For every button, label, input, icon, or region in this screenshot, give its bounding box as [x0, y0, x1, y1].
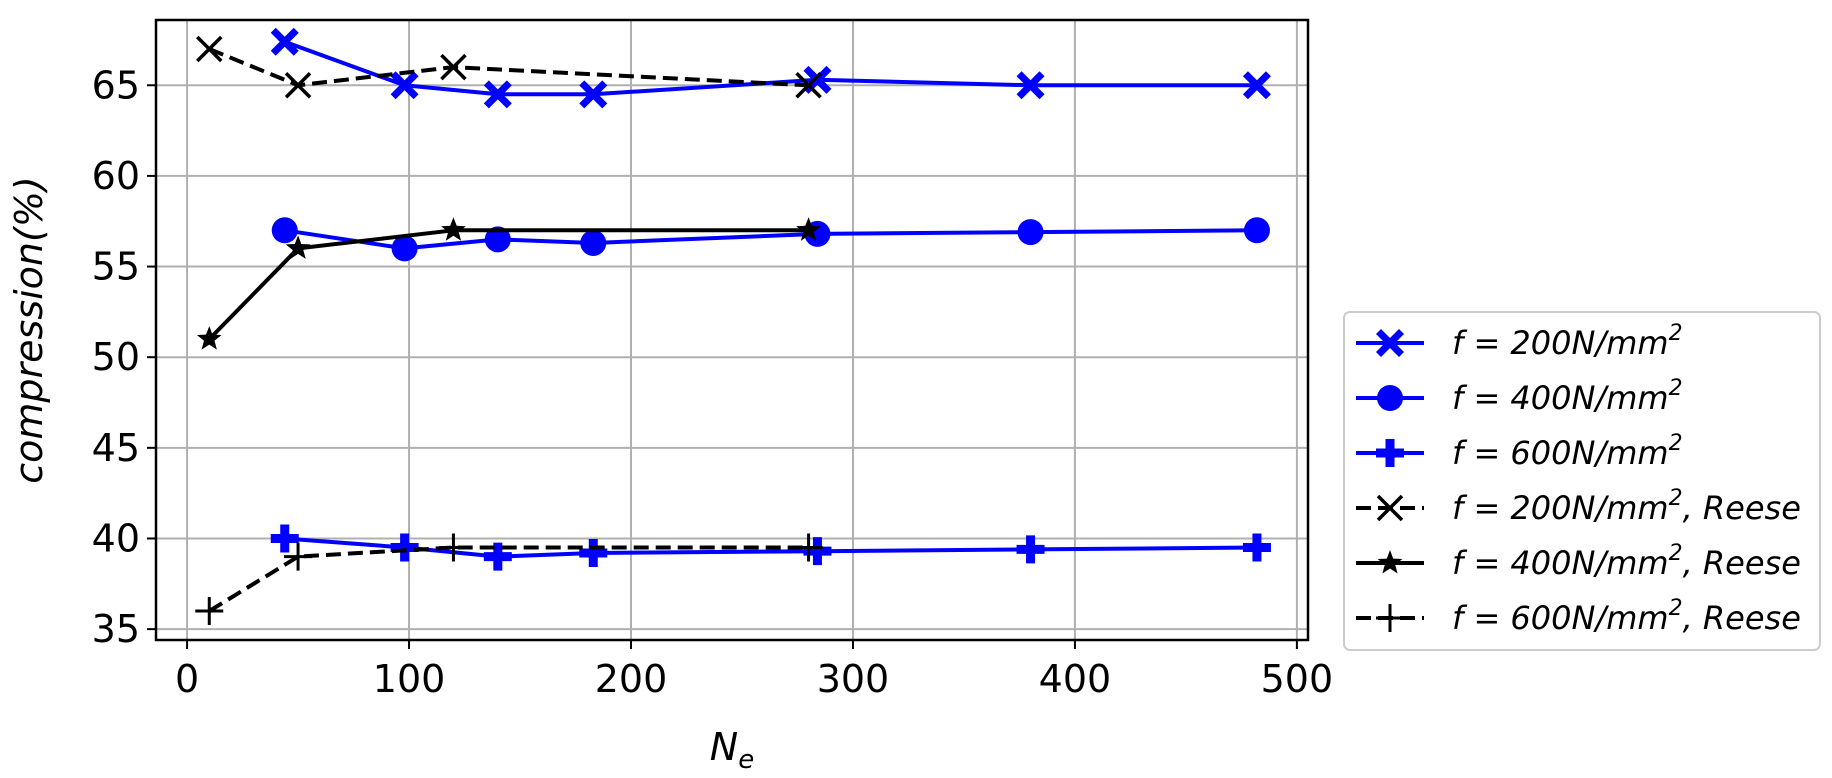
legend-label-prefix: f = 400N/mm: [1452, 379, 1669, 417]
x-axis-label-main: N: [710, 725, 738, 769]
legend-label-prefix: f = 400N/mm: [1452, 544, 1669, 582]
legend-item-1: f = 200N/mm2: [1356, 321, 1683, 362]
data-point-marker: [795, 72, 822, 99]
ticks: 0 100 200 300 400 500 35 40 45 50 55 60 65: [92, 63, 1334, 701]
legend-item-3: f = 600N/mm2: [1356, 431, 1683, 472]
legend-label: f = 600N/mm2, Reese: [1452, 596, 1801, 637]
x-tick-label: 200: [595, 657, 668, 701]
data-point-marker: [440, 53, 467, 81]
x-tick-label: 300: [817, 657, 890, 701]
x-axis-label: Ne: [710, 725, 754, 775]
data-point-marker: [1017, 219, 1044, 246]
series-4: [196, 35, 822, 99]
series-5: [196, 217, 821, 350]
legend-label-superscript: 2: [1669, 486, 1683, 511]
data-point-marker: [195, 596, 224, 625]
series-line: [207, 228, 809, 341]
y-tick-label: 55: [92, 245, 140, 289]
y-tick-label: 45: [92, 426, 140, 470]
data-point-marker: [441, 217, 466, 241]
data-point-marker: [580, 229, 607, 256]
legend-label: f = 600N/mm2: [1452, 431, 1683, 472]
legend-marker: [1376, 329, 1404, 357]
data-point-marker: [579, 538, 608, 567]
data-point-marker: [196, 326, 222, 350]
legend-item-6: f = 600N/mm2, Reese: [1356, 596, 1801, 637]
series-2: [271, 217, 1270, 262]
series-6: [195, 533, 823, 625]
data-point-marker: [1242, 533, 1271, 562]
legend-label-prefix: f = 200N/mm: [1452, 489, 1669, 527]
data-point-marker: [579, 80, 608, 109]
x-tick-label: 400: [1039, 657, 1112, 701]
x-tick-label: 0: [175, 657, 199, 701]
legend-label-superscript: 2: [1669, 596, 1683, 621]
data-point-marker: [483, 80, 512, 109]
legend-label-prefix: f = 600N/mm: [1452, 599, 1669, 637]
data-point-marker: [484, 226, 511, 253]
legend-label-superscript: 2: [1669, 431, 1683, 456]
legend-marker: [1376, 439, 1404, 467]
data-point-marker: [285, 235, 311, 259]
legend-item-2: f = 400N/mm2: [1356, 376, 1683, 417]
data-point-marker: [1243, 217, 1270, 244]
data-point-marker: [391, 235, 418, 262]
series-line: [208, 545, 809, 613]
legend-label-prefix: f = 600N/mm: [1452, 434, 1669, 472]
legend-marker: [1376, 604, 1404, 632]
data-point-marker: [390, 71, 419, 100]
legend-label: f = 200N/mm2, Reese: [1452, 486, 1801, 527]
y-axis-label: compression(%): [7, 176, 51, 484]
y-tick-label: 60: [92, 154, 140, 198]
legend-label-superscript: 2: [1669, 376, 1683, 401]
legend-label-suffix: , Reese: [1683, 599, 1801, 637]
x-tick-label: 500: [1261, 657, 1334, 701]
series-line: [208, 47, 809, 88]
data-point-marker: [1242, 71, 1271, 100]
y-tick-label: 35: [92, 607, 140, 651]
data-point-marker: [196, 35, 223, 63]
legend-label-suffix: , Reese: [1683, 544, 1801, 582]
legend-item-4: f = 200N/mm2, Reese: [1356, 486, 1801, 527]
data-point-marker: [439, 533, 468, 562]
data-point-marker: [1016, 71, 1045, 100]
legend-marker: [1377, 550, 1403, 574]
data-point-marker: [284, 542, 313, 571]
legend-label: f = 200N/mm2: [1452, 321, 1683, 362]
legend-item-5: f = 400N/mm2, Reese: [1356, 541, 1801, 582]
data-point-marker: [271, 217, 298, 244]
x-axis-label-subscript: e: [738, 745, 754, 775]
data-point-marker: [1016, 535, 1045, 564]
data-point-marker: [803, 537, 832, 566]
y-tick-label: 65: [92, 63, 140, 107]
data-point-marker: [284, 72, 312, 99]
legend-label-superscript: 2: [1669, 541, 1683, 566]
legend-label: f = 400N/mm2, Reese: [1452, 541, 1801, 582]
series-3: [270, 524, 1271, 571]
data-point-marker: [794, 533, 823, 562]
data-point-marker: [270, 27, 299, 56]
legend-label-suffix: , Reese: [1683, 489, 1801, 527]
data-point-marker: [270, 524, 299, 553]
y-tick-label: 40: [92, 516, 140, 560]
legend-marker: [1377, 385, 1403, 411]
y-tick-label: 50: [92, 335, 140, 379]
legend-label: f = 400N/mm2: [1452, 376, 1683, 417]
legend-marker: [1376, 494, 1404, 522]
data-point-marker: [796, 217, 821, 241]
series-layer: [195, 27, 1271, 625]
series-1: [270, 27, 1271, 109]
legend-label-prefix: f = 200N/mm: [1452, 324, 1669, 362]
plot-frame: [154, 18, 1310, 642]
x-tick-label: 100: [373, 657, 446, 701]
data-point-marker: [390, 533, 419, 562]
data-point-marker: [483, 542, 512, 571]
legend-label-superscript: 2: [1669, 321, 1683, 346]
legend-box: [1343, 311, 1821, 651]
